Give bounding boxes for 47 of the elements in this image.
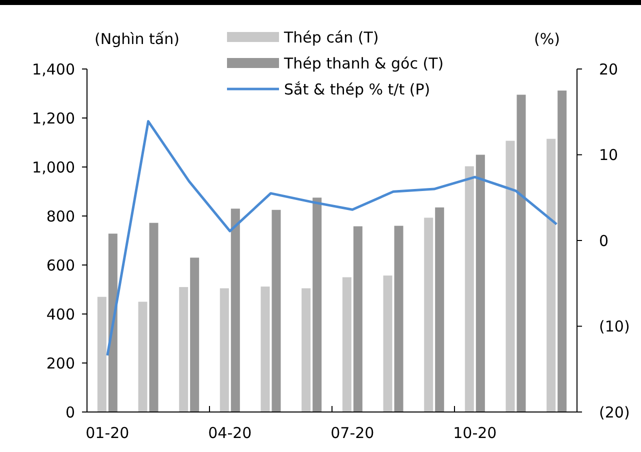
bar bbox=[353, 226, 362, 412]
y2-tick-label: 0 bbox=[599, 232, 609, 250]
bar bbox=[464, 166, 474, 412]
bar bbox=[220, 288, 229, 412]
bar bbox=[424, 218, 434, 412]
bar bbox=[260, 286, 270, 412]
x-tick-label: 04-20 bbox=[208, 424, 252, 442]
bar bbox=[558, 90, 567, 412]
y-tick-label: 800 bbox=[46, 207, 75, 226]
bar bbox=[230, 208, 240, 412]
bar bbox=[179, 287, 188, 412]
y2-tick-label: 10 bbox=[599, 146, 618, 164]
y-tick-label: 0 bbox=[65, 403, 75, 422]
legend-label: Thép thanh & góc (T) bbox=[283, 54, 444, 72]
bar bbox=[138, 302, 148, 412]
y-tick-label: 1,200 bbox=[32, 109, 75, 128]
bar bbox=[546, 138, 556, 412]
bar bbox=[312, 198, 322, 412]
bar bbox=[476, 154, 485, 412]
bar bbox=[342, 277, 352, 412]
bar bbox=[97, 296, 106, 412]
bar bbox=[383, 276, 392, 412]
bar bbox=[302, 288, 311, 412]
y2-axis-title: (%) bbox=[534, 30, 560, 48]
y2-tick-label: (10) bbox=[599, 318, 630, 336]
y-tick-label: 600 bbox=[46, 256, 75, 274]
x-tick-label: 01-20 bbox=[86, 424, 130, 442]
x-tick-label: 10-20 bbox=[453, 424, 497, 442]
bar bbox=[108, 234, 118, 412]
y-tick-label: 400 bbox=[46, 305, 75, 324]
bar bbox=[190, 258, 200, 412]
y-axis-title: (Nghìn tấn) bbox=[94, 30, 180, 48]
bar bbox=[506, 140, 515, 412]
bar bbox=[394, 226, 404, 412]
bar bbox=[516, 94, 526, 412]
bar bbox=[272, 210, 281, 412]
y-tick-label: 1,400 bbox=[32, 60, 75, 78]
y2-tick-label: 20 bbox=[599, 60, 618, 78]
legend-label: Sắt & thép % t/t (P) bbox=[284, 80, 430, 98]
y-tick-label: 1,000 bbox=[32, 158, 75, 176]
y2-tick-label: (20) bbox=[599, 403, 630, 422]
line-series bbox=[106, 120, 558, 357]
bar bbox=[435, 207, 444, 412]
x-tick-label: 07-20 bbox=[330, 424, 374, 442]
bar bbox=[149, 222, 158, 412]
y-tick-label: 200 bbox=[46, 354, 75, 372]
legend-label: Thép cán (T) bbox=[283, 28, 379, 46]
